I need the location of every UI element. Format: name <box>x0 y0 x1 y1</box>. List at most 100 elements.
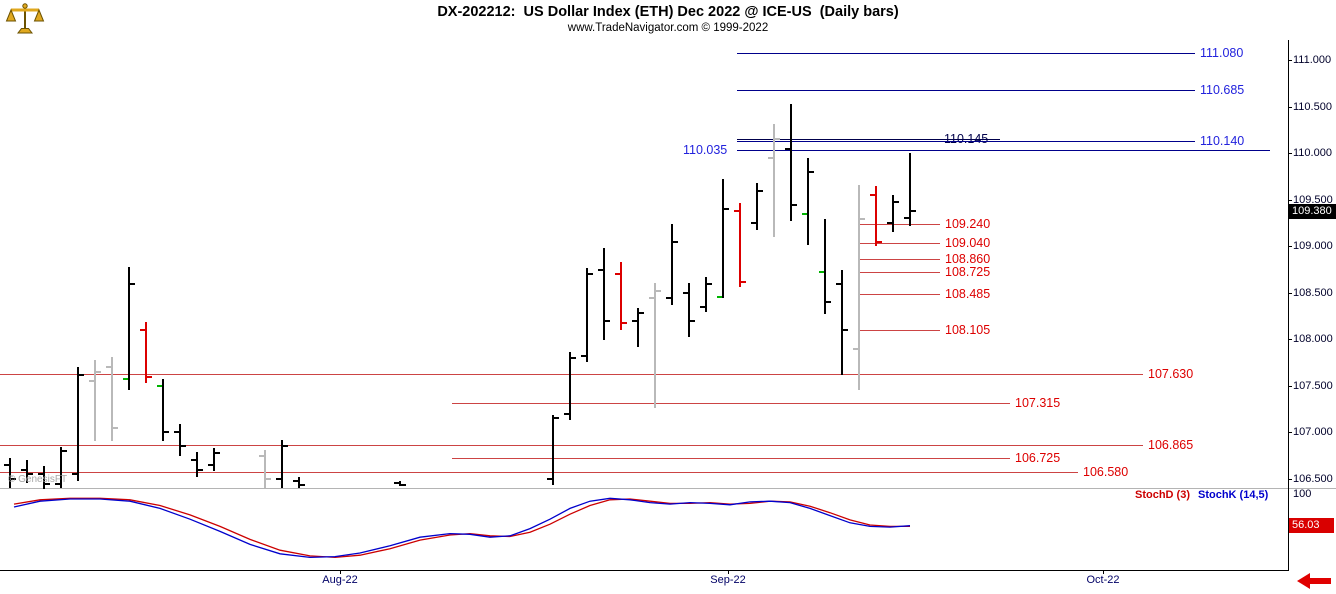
ohlc-bar <box>807 158 809 245</box>
close-tick <box>690 319 695 322</box>
open-tick <box>21 468 26 471</box>
chart-subtitle: www.TradeNavigator.com © 1999-2022 <box>567 22 769 34</box>
close-tick <box>11 477 16 480</box>
close-tick <box>622 321 627 324</box>
close-tick <box>639 312 644 315</box>
close-tick <box>724 208 729 211</box>
ohlc-bar <box>824 218 826 315</box>
close-tick <box>554 417 559 420</box>
genesis-logo-icon <box>5 2 45 36</box>
ohlc-bar <box>145 321 147 384</box>
close-tick <box>758 189 763 192</box>
open-tick <box>887 222 892 225</box>
close-tick <box>300 483 305 486</box>
price-level-line <box>737 53 1195 54</box>
open-tick <box>598 268 603 271</box>
y-axis-tick-label: 111.000 <box>1293 54 1332 67</box>
y-axis-tick-label: 108.000 <box>1293 333 1333 346</box>
open-tick <box>768 157 773 160</box>
close-tick <box>605 319 610 322</box>
y-axis-tick-label: 106.500 <box>1293 472 1333 485</box>
price-level-line <box>0 471 1078 473</box>
time-axis-line <box>0 570 1289 571</box>
ohlc-bar <box>705 277 707 313</box>
ohlc-bar <box>94 359 96 441</box>
open-tick <box>564 412 569 415</box>
open-tick <box>785 147 790 150</box>
scroll-left-arrow[interactable] <box>1297 573 1333 589</box>
stochk-legend: StochK (14,5) <box>1198 489 1269 501</box>
price-level-line <box>858 329 940 331</box>
close-tick <box>283 445 288 448</box>
open-tick <box>259 454 264 457</box>
last-price-badge: 109.380 <box>1289 203 1336 219</box>
price-level-label: 108.860 <box>945 252 991 267</box>
ohlc-bar <box>858 185 860 390</box>
open-tick <box>72 473 77 476</box>
price-level-line <box>452 403 1010 405</box>
open-tick <box>208 463 213 466</box>
close-tick <box>113 426 118 429</box>
price-level-line <box>737 150 1270 152</box>
ohlc-bar <box>875 185 877 247</box>
open-tick <box>819 270 824 273</box>
ohlc-bar <box>552 414 554 485</box>
open-tick <box>157 384 162 387</box>
close-tick <box>707 282 712 285</box>
close-tick <box>45 482 50 485</box>
ohlc-bar <box>111 357 113 441</box>
ohlc-bar <box>399 480 401 487</box>
ohlc-bar <box>569 351 571 421</box>
ohlc-bar <box>162 378 164 441</box>
y-axis-tick-label: 108.500 <box>1293 286 1333 299</box>
ohlc-bar <box>196 451 198 478</box>
ohlc-bar <box>909 153 911 226</box>
close-tick <box>79 373 84 376</box>
y-axis-tick-label: 107.000 <box>1293 426 1333 439</box>
ohlc-bar <box>586 267 588 362</box>
price-level-label: 108.485 <box>945 287 991 302</box>
open-tick <box>293 479 298 482</box>
y-axis-tick <box>1288 106 1292 108</box>
close-tick <box>28 473 33 476</box>
price-axis-line <box>1288 40 1289 571</box>
y-axis-tick-label: 110.000 <box>1293 147 1332 160</box>
open-tick <box>649 296 654 299</box>
y-axis-tick <box>1288 60 1292 62</box>
open-tick <box>683 291 688 294</box>
chart-title: DX-202212: US Dollar Index (ETH) Dec 202… <box>437 4 899 20</box>
ohlc-bar <box>213 448 215 471</box>
ohlc-bar <box>773 123 775 238</box>
price-level-label: 107.630 <box>1148 366 1194 381</box>
open-tick <box>717 295 722 298</box>
price-level-label: 106.725 <box>1015 451 1061 465</box>
ohlc-bar <box>790 104 792 222</box>
ohlc-bar <box>688 282 690 337</box>
open-tick <box>123 378 128 381</box>
open-tick <box>615 273 620 276</box>
y-axis-tick <box>1288 339 1292 341</box>
close-tick <box>215 451 220 454</box>
ohlc-bar <box>281 439 283 489</box>
ohlc-bar <box>43 465 45 490</box>
close-tick <box>147 375 152 378</box>
close-tick <box>181 445 186 448</box>
y-axis-tick <box>1288 199 1292 201</box>
stochastic-plot[interactable] <box>0 488 1288 570</box>
price-level-line <box>452 458 1010 459</box>
y-axis-tick-label: 107.500 <box>1293 379 1333 392</box>
open-tick <box>853 347 858 350</box>
close-tick <box>843 329 848 332</box>
ohlc-bar <box>671 224 673 306</box>
month-label: Aug-22 <box>322 574 358 586</box>
y-axis-tick <box>1288 478 1292 480</box>
ohlc-bar <box>179 424 181 456</box>
close-tick <box>401 483 406 486</box>
y-axis-tick <box>1288 246 1292 248</box>
close-tick <box>62 450 67 453</box>
ohlc-bar <box>841 269 843 375</box>
close-tick <box>741 280 746 283</box>
price-level-label: 109.040 <box>945 235 991 250</box>
